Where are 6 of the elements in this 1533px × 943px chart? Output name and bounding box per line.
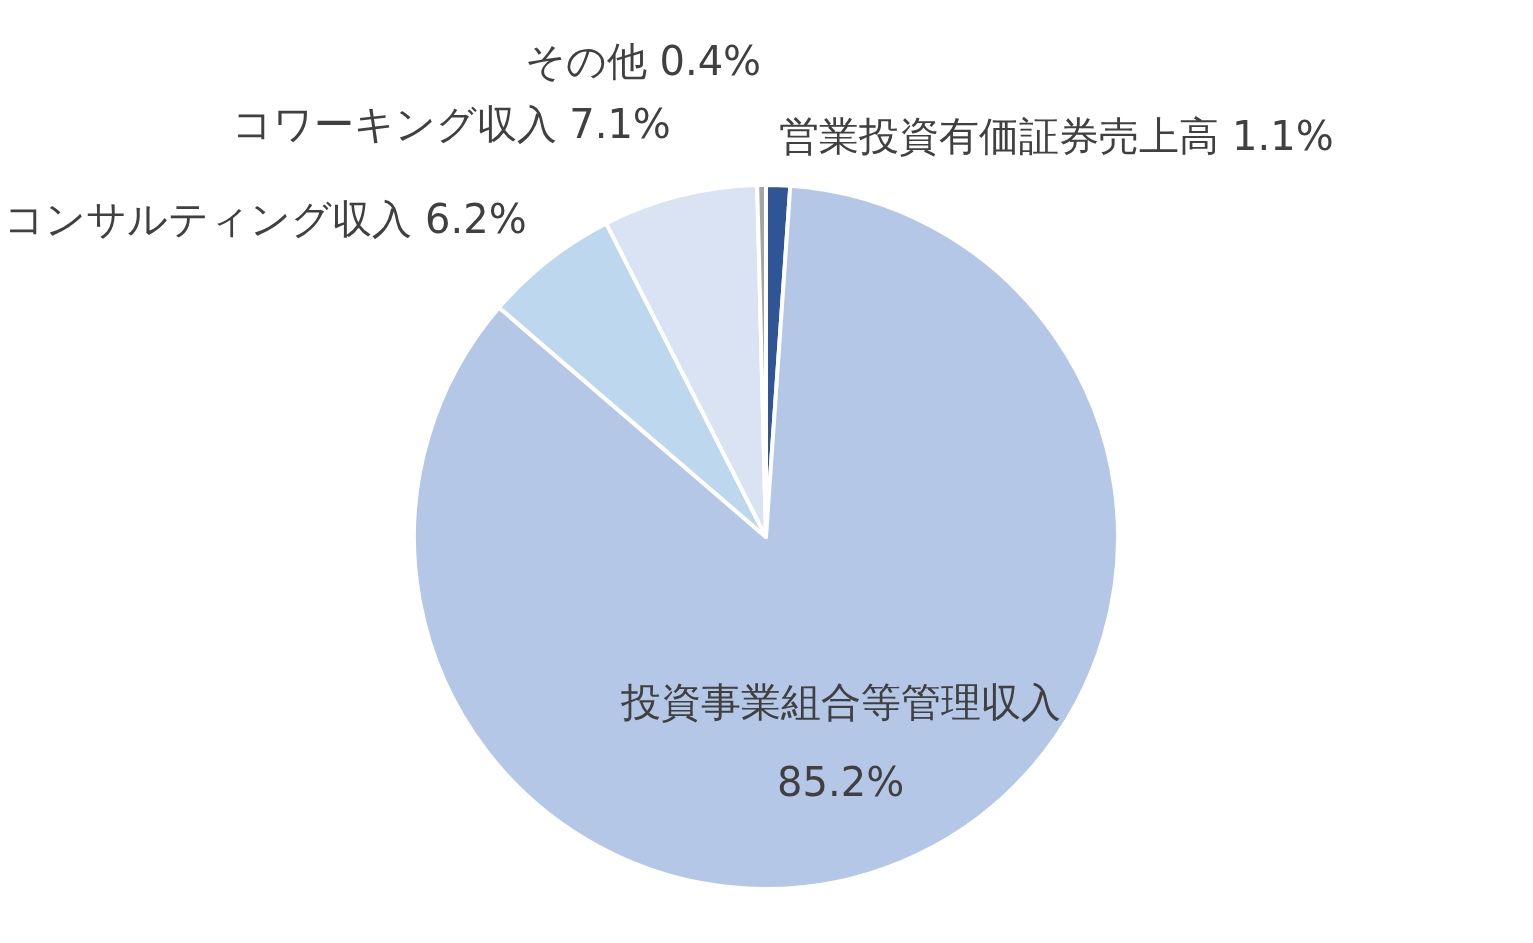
data-label: 85.2% (777, 758, 905, 805)
slice-label: 営業投資有価証券売上高 1.1% (779, 113, 1334, 160)
slice-label: 投資事業組合等管理収入 (619, 678, 1061, 725)
slice-label: コワーキング収入 7.1% (231, 100, 671, 147)
slice-label: コンサルティング収入 6.2% (4, 195, 527, 242)
slice-label: その他 0.4% (524, 38, 762, 84)
